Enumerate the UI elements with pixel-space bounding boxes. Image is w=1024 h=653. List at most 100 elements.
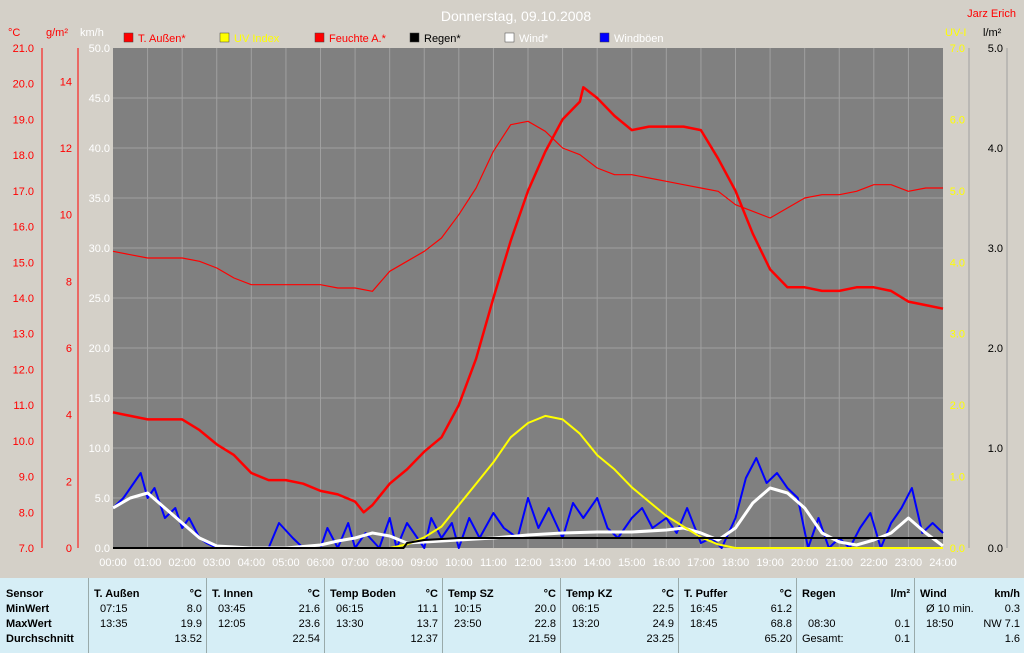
table-max-time: 23:50: [454, 618, 482, 630]
legend-label: Wind*: [519, 33, 549, 45]
time-tick-label: 10:00: [445, 557, 473, 569]
legend-swatch: [123, 32, 134, 43]
rain-tick-label: 5.0: [988, 43, 1003, 55]
table-min-time: 06:15: [572, 603, 600, 615]
table-column-name: Temp KZ: [566, 588, 613, 600]
temp-tick-label: 10.0: [13, 436, 34, 448]
wind-tick-label: 25.0: [89, 293, 110, 305]
table-column-name: Temp SZ: [448, 588, 494, 600]
table-row-min: 16:45 61.2: [678, 602, 796, 617]
table-column-name: Temp Boden: [330, 588, 396, 600]
table-max-time: 08:30: [808, 618, 836, 630]
humidity-tick-label: 4: [66, 410, 72, 422]
table-column: Temp SZ °C 10:15 20.0 23:50 22.8 21.59: [442, 578, 561, 653]
time-tick-label: 11:00: [480, 557, 507, 569]
table-header-row: Temp Boden °C: [324, 587, 442, 602]
table-row-avg: 22.54: [206, 632, 324, 647]
series-line-regen: [113, 537, 943, 549]
wind-unit-label: km/h: [80, 27, 104, 39]
axes: 00:00 01:00 02:00 03:00 04:00 05:00 06:00 07:00…: [8, 27, 1008, 569]
series-lines: [112, 86, 944, 550]
table-row-label-row: MaxWert: [0, 617, 88, 632]
table-column-unit: km/h: [994, 588, 1020, 600]
table-row-max: 13:30 13.7: [324, 617, 442, 632]
table-header-row: T. Puffer °C: [678, 587, 796, 602]
table-column: T. Innen °C 03:45 21.6 12:05 23.6 22.54: [206, 578, 325, 653]
table-header-row: Wind km/h: [914, 587, 1024, 602]
temp-tick-label: 11.0: [13, 400, 34, 412]
temp-tick-label: 8.0: [19, 507, 34, 519]
legend-swatch: [599, 32, 610, 43]
humidity-unit-label: g/m²: [46, 27, 68, 39]
time-tick-label: 05:00: [272, 557, 300, 569]
table-min-value: 20.0: [534, 603, 556, 615]
table-row-label-row: MinWert: [0, 602, 88, 617]
table-min-time: 10:15: [454, 603, 482, 615]
rain-tick-label: 3.0: [988, 243, 1003, 255]
temp-tick-label: 16.0: [13, 222, 34, 234]
table-row-min: 07:15 8.0: [88, 602, 206, 617]
table-max-value: 24.9: [652, 618, 674, 630]
author-label: Jarz Erich: [967, 8, 1016, 20]
table-min-time: 16:45: [690, 603, 718, 615]
table-row-avg: 12.37: [324, 632, 442, 647]
table-avg-value: 65.20: [764, 633, 792, 645]
table-row-label-row: Durchschnitt: [0, 632, 88, 647]
grid-lines: [113, 48, 943, 548]
table-row-label: MaxWert: [6, 618, 52, 630]
table-row-max: 13:20 24.9: [560, 617, 678, 632]
time-tick-label: 07:00: [341, 557, 369, 569]
table-column-name: Regen: [802, 588, 836, 600]
table-avg-value: 0.1: [894, 633, 910, 645]
table-max-time: 13:20: [572, 618, 600, 630]
table-max-time: 13:35: [100, 618, 128, 630]
table-column-labels: Sensor MinWert MaxWert Durchschnitt: [0, 578, 89, 653]
time-tick-label: 19:00: [756, 557, 784, 569]
table-row-max: 18:45 68.8: [678, 617, 796, 632]
time-tick-label: 21:00: [825, 557, 853, 569]
table-max-time: 13:30: [336, 618, 364, 630]
uv-tick-label: 1.0: [950, 472, 965, 484]
table-row-min: 03:45 21.6: [206, 602, 324, 617]
temp-tick-label: 21.0: [13, 43, 34, 55]
time-tick-label: 20:00: [791, 557, 819, 569]
table-avg-value: 21.59: [528, 633, 556, 645]
time-tick-label: 16:00: [653, 557, 681, 569]
table-column: T. Außen °C 07:15 8.0 13:35 19.9 13.52: [88, 578, 207, 653]
table-min-value: 0.3: [1004, 603, 1020, 615]
table-column-unit: °C: [661, 588, 674, 600]
time-tick-label: 09:00: [410, 557, 438, 569]
wind-tick-label: 5.0: [95, 493, 110, 505]
table-max-value: 68.8: [770, 618, 792, 630]
uv-unit-label: UV-I: [945, 27, 966, 39]
table-column-unit: °C: [307, 588, 320, 600]
humidity-tick-label: 0: [66, 543, 72, 555]
table-column-unit: l/m²: [890, 588, 910, 600]
table-min-value: 21.6: [298, 603, 320, 615]
table-column: Regen l/m² 08:30 0.1 Gesamt: 0.1: [796, 578, 915, 653]
temp-tick-label: 12.0: [13, 364, 34, 376]
time-tick-label: 18:00: [722, 557, 750, 569]
table-header-row: T. Innen °C: [206, 587, 324, 602]
temp-tick-label: 17.0: [13, 186, 34, 198]
table-column-name: T. Puffer: [684, 588, 728, 600]
table-row-avg: 13.52: [88, 632, 206, 647]
table-row-max: 08:30 0.1: [796, 617, 914, 632]
table-row-label: Durchschnitt: [6, 633, 74, 645]
table-min-time: 03:45: [218, 603, 246, 615]
table-column: Temp KZ °C 06:15 22.5 13:20 24.9 23.25: [560, 578, 679, 653]
table-column: T. Puffer °C 16:45 61.2 18:45 68.8 65.20: [678, 578, 797, 653]
wind-tick-label: 40.0: [89, 143, 110, 155]
rain-tick-label: 4.0: [988, 143, 1003, 155]
table-row-avg: Gesamt: 0.1: [796, 632, 914, 647]
legend-label: T. Außen*: [138, 33, 186, 45]
table-column-name: T. Außen: [94, 588, 140, 600]
temp-tick-label: 15.0: [13, 257, 34, 269]
time-tick-label: 22:00: [860, 557, 888, 569]
temp-tick-label: 14.0: [13, 293, 34, 305]
table-min-value: 61.2: [770, 603, 792, 615]
uv-tick-label: 2.0: [950, 400, 965, 412]
temp-tick-label: 20.0: [13, 79, 34, 91]
table-min-time: 07:15: [100, 603, 128, 615]
table-column: Wind km/h Ø 10 min. 0.3 18:50 NW 7.1 1.6: [914, 578, 1024, 653]
